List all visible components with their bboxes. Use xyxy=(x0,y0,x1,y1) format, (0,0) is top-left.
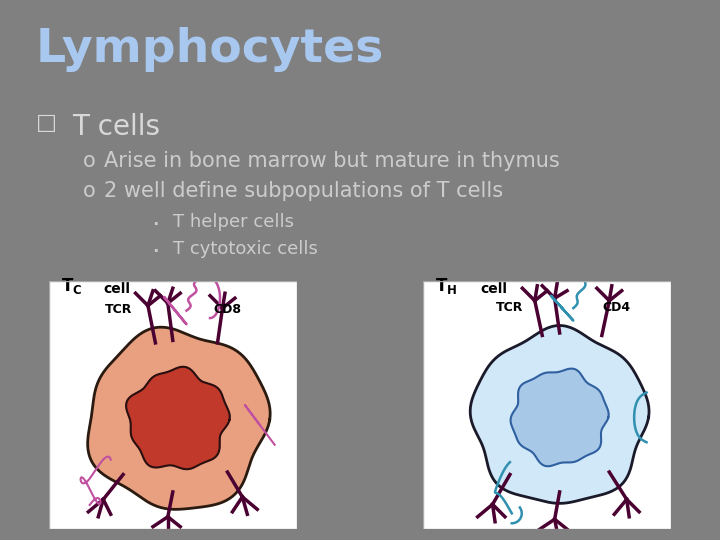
Text: o: o xyxy=(83,151,96,171)
Text: T cytotoxic cells: T cytotoxic cells xyxy=(173,240,318,258)
Text: 2 well define subpopulations of T cells: 2 well define subpopulations of T cells xyxy=(104,181,503,201)
Text: Arise in bone marrow but mature in thymus: Arise in bone marrow but mature in thymu… xyxy=(104,151,560,171)
Text: ·: · xyxy=(151,213,160,239)
Text: ·: · xyxy=(151,240,160,266)
Text: Lymphocytes: Lymphocytes xyxy=(36,27,384,72)
Text: □: □ xyxy=(36,113,57,133)
Text: T cells: T cells xyxy=(72,113,160,141)
Text: T helper cells: T helper cells xyxy=(173,213,294,231)
Text: o: o xyxy=(83,181,96,201)
